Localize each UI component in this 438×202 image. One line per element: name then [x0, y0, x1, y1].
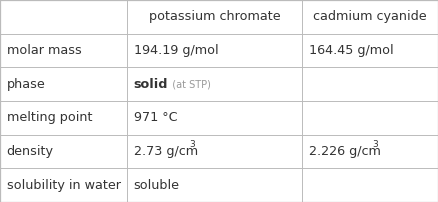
Text: (at STP): (at STP) — [166, 79, 211, 89]
Text: potassium chromate: potassium chromate — [149, 10, 280, 23]
Text: 194.19 g/mol: 194.19 g/mol — [134, 44, 218, 57]
Text: melting point: melting point — [7, 111, 92, 124]
Text: molar mass: molar mass — [7, 44, 81, 57]
Text: 2.226 g/cm: 2.226 g/cm — [309, 145, 381, 158]
Text: 3: 3 — [372, 140, 378, 149]
Text: 164.45 g/mol: 164.45 g/mol — [309, 44, 393, 57]
Text: solubility in water: solubility in water — [7, 179, 120, 192]
Text: 971 °C: 971 °C — [134, 111, 177, 124]
Text: 3: 3 — [189, 140, 195, 149]
Text: 2.73 g/cm: 2.73 g/cm — [134, 145, 198, 158]
Text: solid: solid — [134, 78, 168, 91]
Text: cadmium cyanide: cadmium cyanide — [313, 10, 427, 23]
Text: soluble: soluble — [134, 179, 180, 192]
Text: density: density — [7, 145, 53, 158]
Text: phase: phase — [7, 78, 45, 91]
